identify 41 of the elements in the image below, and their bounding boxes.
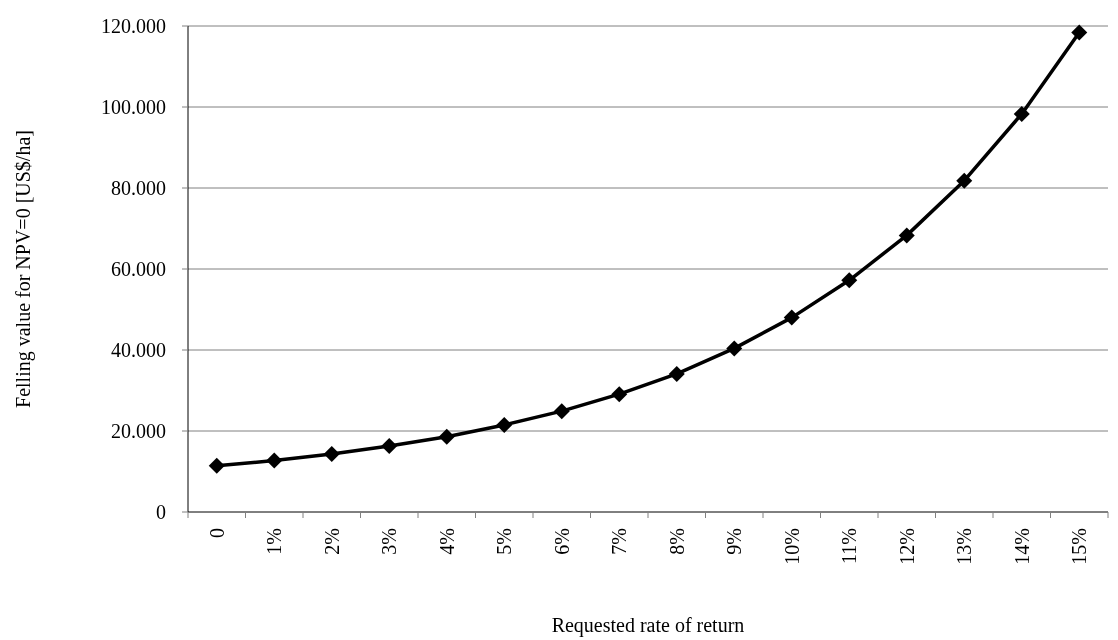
x-tick-label: 9% xyxy=(723,528,746,555)
x-tick-label: 0 xyxy=(205,528,228,538)
point xyxy=(726,340,743,357)
x-tick-label: 7% xyxy=(608,528,631,555)
y-tick-label: 20.000 xyxy=(111,420,166,442)
point xyxy=(898,227,915,244)
point xyxy=(956,172,973,189)
point xyxy=(208,457,225,474)
x-tick-label: 3% xyxy=(378,528,401,555)
y-tick-label: 100.000 xyxy=(101,96,166,118)
x-tick-label: 10% xyxy=(780,528,803,565)
x-tick-label: 14% xyxy=(1010,528,1033,565)
point xyxy=(266,452,283,469)
point xyxy=(783,309,800,326)
x-axis-title: Requested rate of return xyxy=(551,614,745,637)
x-tick-label: 11% xyxy=(838,528,861,564)
x-tick-label: 2% xyxy=(320,528,343,555)
point xyxy=(438,428,455,445)
y-tick-label: 120.000 xyxy=(101,15,166,37)
point xyxy=(496,416,513,433)
x-tick-label: 1% xyxy=(263,528,286,555)
x-tick-label: 5% xyxy=(493,528,516,555)
y-tick-label: 80.000 xyxy=(111,177,166,199)
y-tick-label: 60.000 xyxy=(111,258,166,280)
y-axis-title: Felling value for NPV=0 [US$/ha] xyxy=(12,130,35,408)
x-tick-label: 8% xyxy=(665,528,688,555)
point xyxy=(381,437,398,454)
point xyxy=(323,446,340,463)
point xyxy=(1013,105,1030,122)
x-tick-label: 4% xyxy=(435,528,458,555)
y-tick-label: 40.000 xyxy=(111,339,166,361)
x-tick-label: 12% xyxy=(895,528,918,565)
x-tick-label: 13% xyxy=(953,528,976,565)
point xyxy=(553,403,570,420)
point xyxy=(611,386,628,403)
point xyxy=(841,272,858,289)
y-tick-label: 0 xyxy=(156,501,166,523)
point xyxy=(668,365,685,382)
point xyxy=(1071,24,1088,41)
x-tick-label: 6% xyxy=(550,528,573,555)
x-tick-label: 15% xyxy=(1068,528,1091,565)
